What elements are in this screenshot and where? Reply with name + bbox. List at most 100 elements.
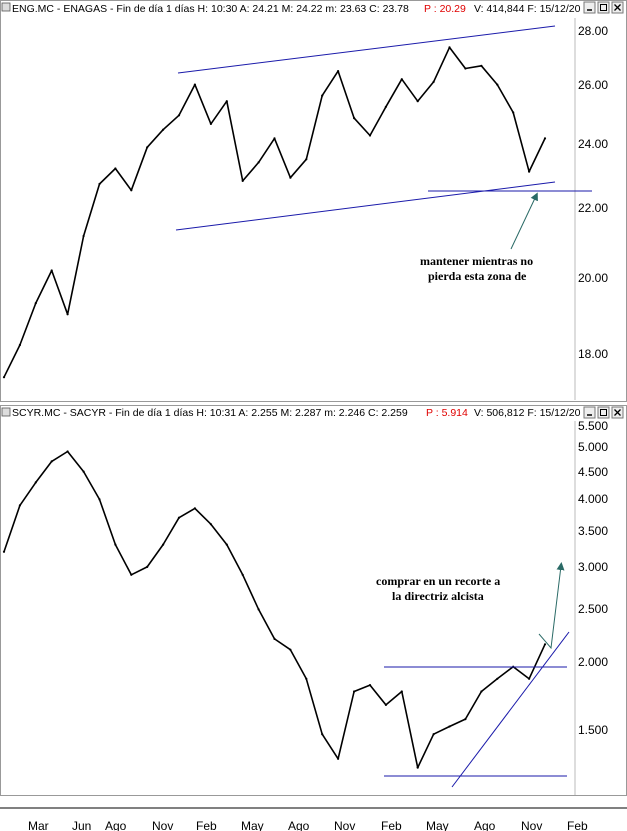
price-point [543, 643, 547, 646]
price-point [400, 690, 403, 693]
price-point [368, 684, 372, 687]
price-point [18, 504, 21, 507]
y-tick-label: 3.500 [578, 524, 608, 538]
lower-channel-line [175, 181, 556, 231]
price-point [480, 690, 483, 693]
price-point [66, 313, 69, 316]
x-tick-label: Nov [521, 819, 542, 831]
price-point [257, 161, 260, 164]
bottom-y-axis: 5.500 5.000 4.500 4.000 3.500 3.000 2.50… [578, 419, 608, 737]
bottom-price-layer [2, 450, 547, 769]
top-chart-p-value: P : 20.29 [424, 3, 466, 15]
bottom-annotation-line-1: comprar en un recorte a [376, 574, 500, 588]
price-point [146, 146, 149, 149]
price-point [305, 677, 308, 680]
price-point [321, 733, 324, 736]
price-series-line [3, 46, 546, 378]
top-y-axis: 28.00 26.00 24.00 22.00 20.00 18.00 [578, 24, 608, 361]
y-tick-label: 20.00 [578, 271, 608, 285]
price-point [114, 543, 117, 546]
price-point [225, 543, 228, 546]
price-point [448, 46, 451, 49]
price-point [337, 70, 340, 73]
top-chart-header: ENG.MC - ENAGAS - Fin de día 1 días H: 1… [12, 3, 409, 15]
price-point [241, 573, 244, 576]
close-icon[interactable] [611, 1, 624, 14]
bottom-panel-frame [0, 405, 627, 796]
price-point [98, 182, 101, 186]
price-point [177, 114, 181, 117]
y-tick-label: 1.500 [578, 723, 608, 737]
price-point [448, 725, 451, 728]
price-point [193, 83, 196, 86]
y-tick-label: 2.500 [578, 602, 608, 616]
price-point [400, 78, 403, 81]
price-point [225, 100, 228, 103]
y-tick-label: 26.00 [578, 78, 608, 92]
price-point [543, 137, 547, 140]
y-tick-label: 22.00 [578, 201, 608, 215]
maximize-icon[interactable] [597, 1, 610, 14]
price-point [337, 757, 340, 760]
price-point [368, 134, 372, 137]
minimize-icon[interactable] [583, 1, 596, 14]
price-point [353, 117, 356, 120]
price-point [432, 733, 435, 736]
price-point [34, 302, 37, 305]
price-point [146, 565, 149, 569]
price-point [18, 343, 21, 347]
top-annotation-line-2: pierda esta zona de [428, 269, 527, 283]
y-tick-label: 3.000 [578, 560, 608, 574]
y-tick-label: 2.000 [578, 655, 608, 669]
chart-menu-icon[interactable] [1, 407, 11, 417]
price-point [305, 158, 308, 161]
y-tick-label: 4.500 [578, 465, 608, 479]
bottom-annotation-line-2: la directriz alcista [392, 589, 484, 603]
y-tick-label: 5.500 [578, 419, 608, 433]
upper-channel-line [177, 25, 556, 74]
y-tick-label: 24.00 [578, 137, 608, 151]
price-point [384, 703, 387, 707]
top-price-layer [2, 46, 547, 379]
price-point [130, 573, 133, 576]
minimize-icon[interactable] [583, 406, 596, 419]
close-icon[interactable] [611, 406, 624, 419]
price-point [289, 648, 292, 651]
support-arrow [510, 192, 538, 250]
price-point [273, 137, 276, 140]
bottom-chart-header-tail: V: 506,812 F: 15/12/20 [474, 407, 581, 419]
price-point [273, 637, 276, 641]
price-point [257, 608, 260, 611]
price-point [209, 122, 212, 125]
x-tick-label: Feb [196, 819, 217, 831]
top-annotation-line-1: mantener mientras no [420, 254, 533, 268]
price-point [82, 234, 85, 238]
bottom-chart-header: SCYR.MC - SACYR - Fin de día 1 días H: 1… [12, 407, 408, 419]
price-point [162, 543, 165, 546]
price-series-line [3, 450, 546, 769]
price-point [162, 128, 165, 131]
price-point [82, 470, 85, 473]
x-tick-label: May [241, 819, 264, 831]
price-point [114, 167, 117, 170]
bottom-chart-p-value: P : 5.914 [426, 407, 468, 419]
price-point [384, 105, 387, 108]
x-tick-label: Ago [474, 819, 496, 831]
x-tick-label: May [426, 819, 449, 831]
price-point [496, 83, 499, 86]
chart-menu-icon[interactable] [1, 2, 11, 12]
price-point [66, 450, 69, 453]
price-point [2, 550, 6, 553]
price-point [496, 677, 499, 680]
price-point [98, 498, 101, 501]
projection-arrow [538, 562, 565, 650]
maximize-icon[interactable] [597, 406, 610, 419]
y-tick-label: 18.00 [578, 347, 608, 361]
y-tick-label: 4.000 [578, 492, 608, 506]
price-point [50, 269, 53, 272]
top-chart-header-tail: V: 414,844 F: 15/12/20 [474, 3, 581, 15]
x-axis: Mar Jun Ago Nov Feb May Ago Nov Feb May … [28, 819, 588, 831]
price-point [353, 690, 356, 693]
price-point [209, 523, 212, 526]
